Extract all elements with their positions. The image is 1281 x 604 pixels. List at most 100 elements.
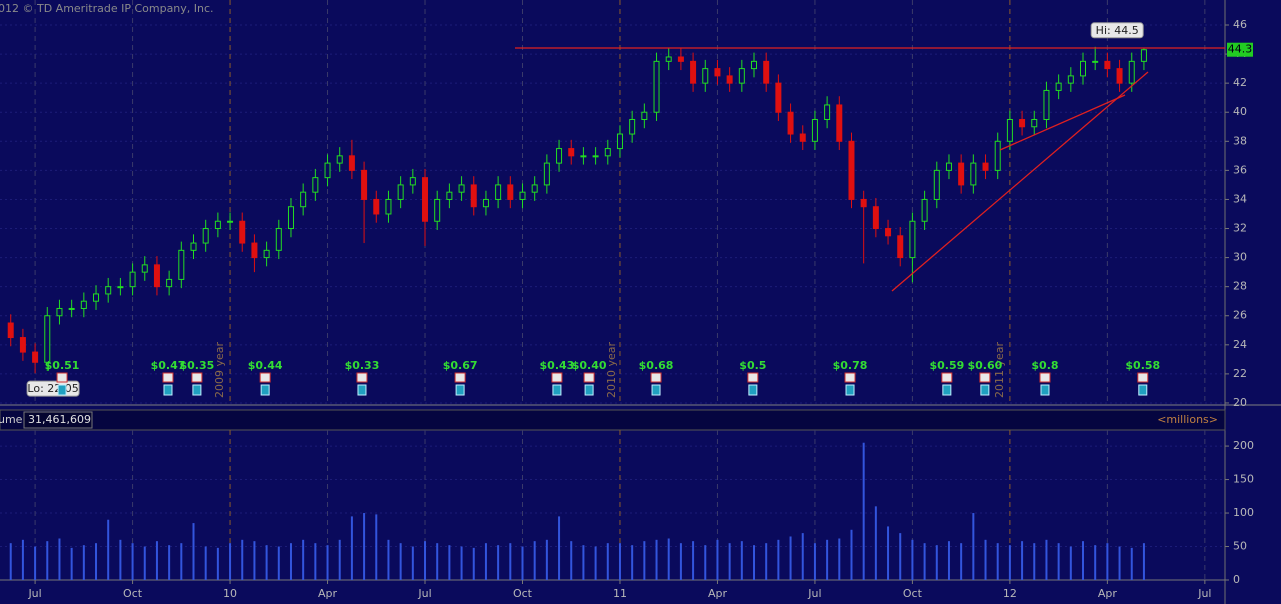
event-icon	[260, 384, 270, 396]
y-tick-label: 46	[1233, 18, 1247, 31]
volume-bar	[1045, 539, 1048, 580]
candle-body	[738, 68, 745, 84]
candle-body	[129, 271, 136, 288]
volume-bar	[996, 543, 999, 580]
candle-body	[105, 286, 112, 295]
candle-body	[397, 184, 404, 200]
candle-body	[32, 351, 39, 363]
candle-body	[1067, 75, 1074, 84]
volume-bar	[740, 541, 743, 580]
candle-body	[909, 220, 916, 259]
volume-bar	[850, 529, 853, 580]
candle-body	[604, 148, 611, 157]
candle-body	[263, 249, 270, 259]
hi-label: Hi: 44.5	[1096, 24, 1139, 37]
volume-bar	[21, 539, 24, 580]
candle-body	[616, 133, 623, 150]
volume-total: 31,461,609	[28, 413, 91, 426]
dividend-label: $0.5	[739, 359, 766, 372]
lo-label: Lo: 22.05	[27, 382, 78, 395]
candle-body	[190, 242, 197, 251]
volume-bar	[448, 545, 451, 580]
candle-body	[811, 118, 818, 142]
volume-bar	[34, 546, 37, 580]
dividend-label: $0.33	[345, 359, 380, 372]
candle-body	[982, 162, 989, 171]
volume-bar	[338, 539, 341, 580]
volume-bar	[1021, 541, 1024, 580]
candle-body	[117, 286, 124, 289]
event-icon	[162, 372, 174, 383]
candle-body	[458, 184, 465, 193]
event-icon	[980, 384, 990, 396]
volume-bar	[1069, 546, 1072, 580]
x-tick-label: 10	[223, 587, 237, 600]
volume-bar	[813, 543, 816, 580]
volume-bar	[155, 541, 158, 580]
candle-body	[348, 155, 355, 171]
dividend-label: $0.58	[1125, 359, 1160, 372]
volume-bar	[326, 545, 329, 580]
volume-bar	[643, 541, 646, 580]
volume-bar	[107, 519, 110, 580]
volume-bar	[350, 516, 353, 580]
dividend-label: $0.51	[45, 359, 80, 372]
candle-body	[836, 104, 843, 142]
candle-body	[751, 60, 758, 70]
event-icon	[163, 384, 173, 396]
y-tick-label: 22	[1233, 367, 1247, 380]
candle-body	[958, 162, 965, 186]
volume-bar	[1130, 547, 1133, 580]
volume-bar	[655, 539, 658, 580]
volume-bar	[302, 539, 305, 580]
candle-body	[251, 242, 258, 259]
candle-body	[80, 300, 87, 309]
event-icon	[57, 384, 67, 396]
volume-bar	[265, 545, 268, 580]
y-tick-label: 30	[1233, 251, 1247, 264]
candle-body	[1080, 60, 1087, 77]
volume-bar	[253, 541, 256, 580]
volume-bar	[667, 538, 670, 580]
candle-body	[665, 56, 672, 62]
dividend-label: $0.35	[180, 359, 215, 372]
y-tick-label: 26	[1233, 309, 1247, 322]
candle-body	[653, 60, 660, 113]
volume-bar	[728, 543, 731, 580]
volume-tick-label: 100	[1233, 506, 1254, 519]
hi-label-box	[1090, 22, 1144, 39]
event-icon	[651, 384, 661, 396]
dividend-label: $0.68	[639, 359, 674, 372]
candle-body	[1128, 60, 1135, 84]
volume-bar	[1082, 541, 1085, 580]
volume-bar	[606, 543, 609, 580]
volume-bar	[472, 547, 475, 580]
volume-bar	[618, 543, 621, 580]
y-tick-label: 24	[1233, 338, 1247, 351]
dividend-label: $0.8	[1031, 359, 1058, 372]
volume-bar	[826, 539, 829, 580]
volume-bar	[935, 545, 938, 580]
candle-body	[44, 315, 51, 363]
volume-bar	[46, 541, 49, 580]
volume-bar	[947, 541, 950, 580]
dividend-label: $0.47	[151, 359, 186, 372]
dividend-label: $0.67	[443, 359, 478, 372]
volume-bar	[1118, 546, 1121, 580]
volume-bar	[180, 543, 183, 580]
candle-body	[422, 177, 429, 222]
candle-body	[214, 220, 221, 230]
volume-bar	[899, 533, 902, 580]
candle-body	[714, 68, 721, 77]
volume-tick-label: 50	[1233, 540, 1247, 553]
dividend-label: $0.40	[572, 359, 607, 372]
volume-bar	[765, 543, 768, 580]
candle-body	[373, 198, 380, 215]
volume-bar	[424, 541, 427, 580]
candle-body	[153, 264, 160, 288]
volume-bar	[801, 533, 804, 580]
volume-bar	[387, 539, 390, 580]
volume-bar	[704, 545, 707, 580]
